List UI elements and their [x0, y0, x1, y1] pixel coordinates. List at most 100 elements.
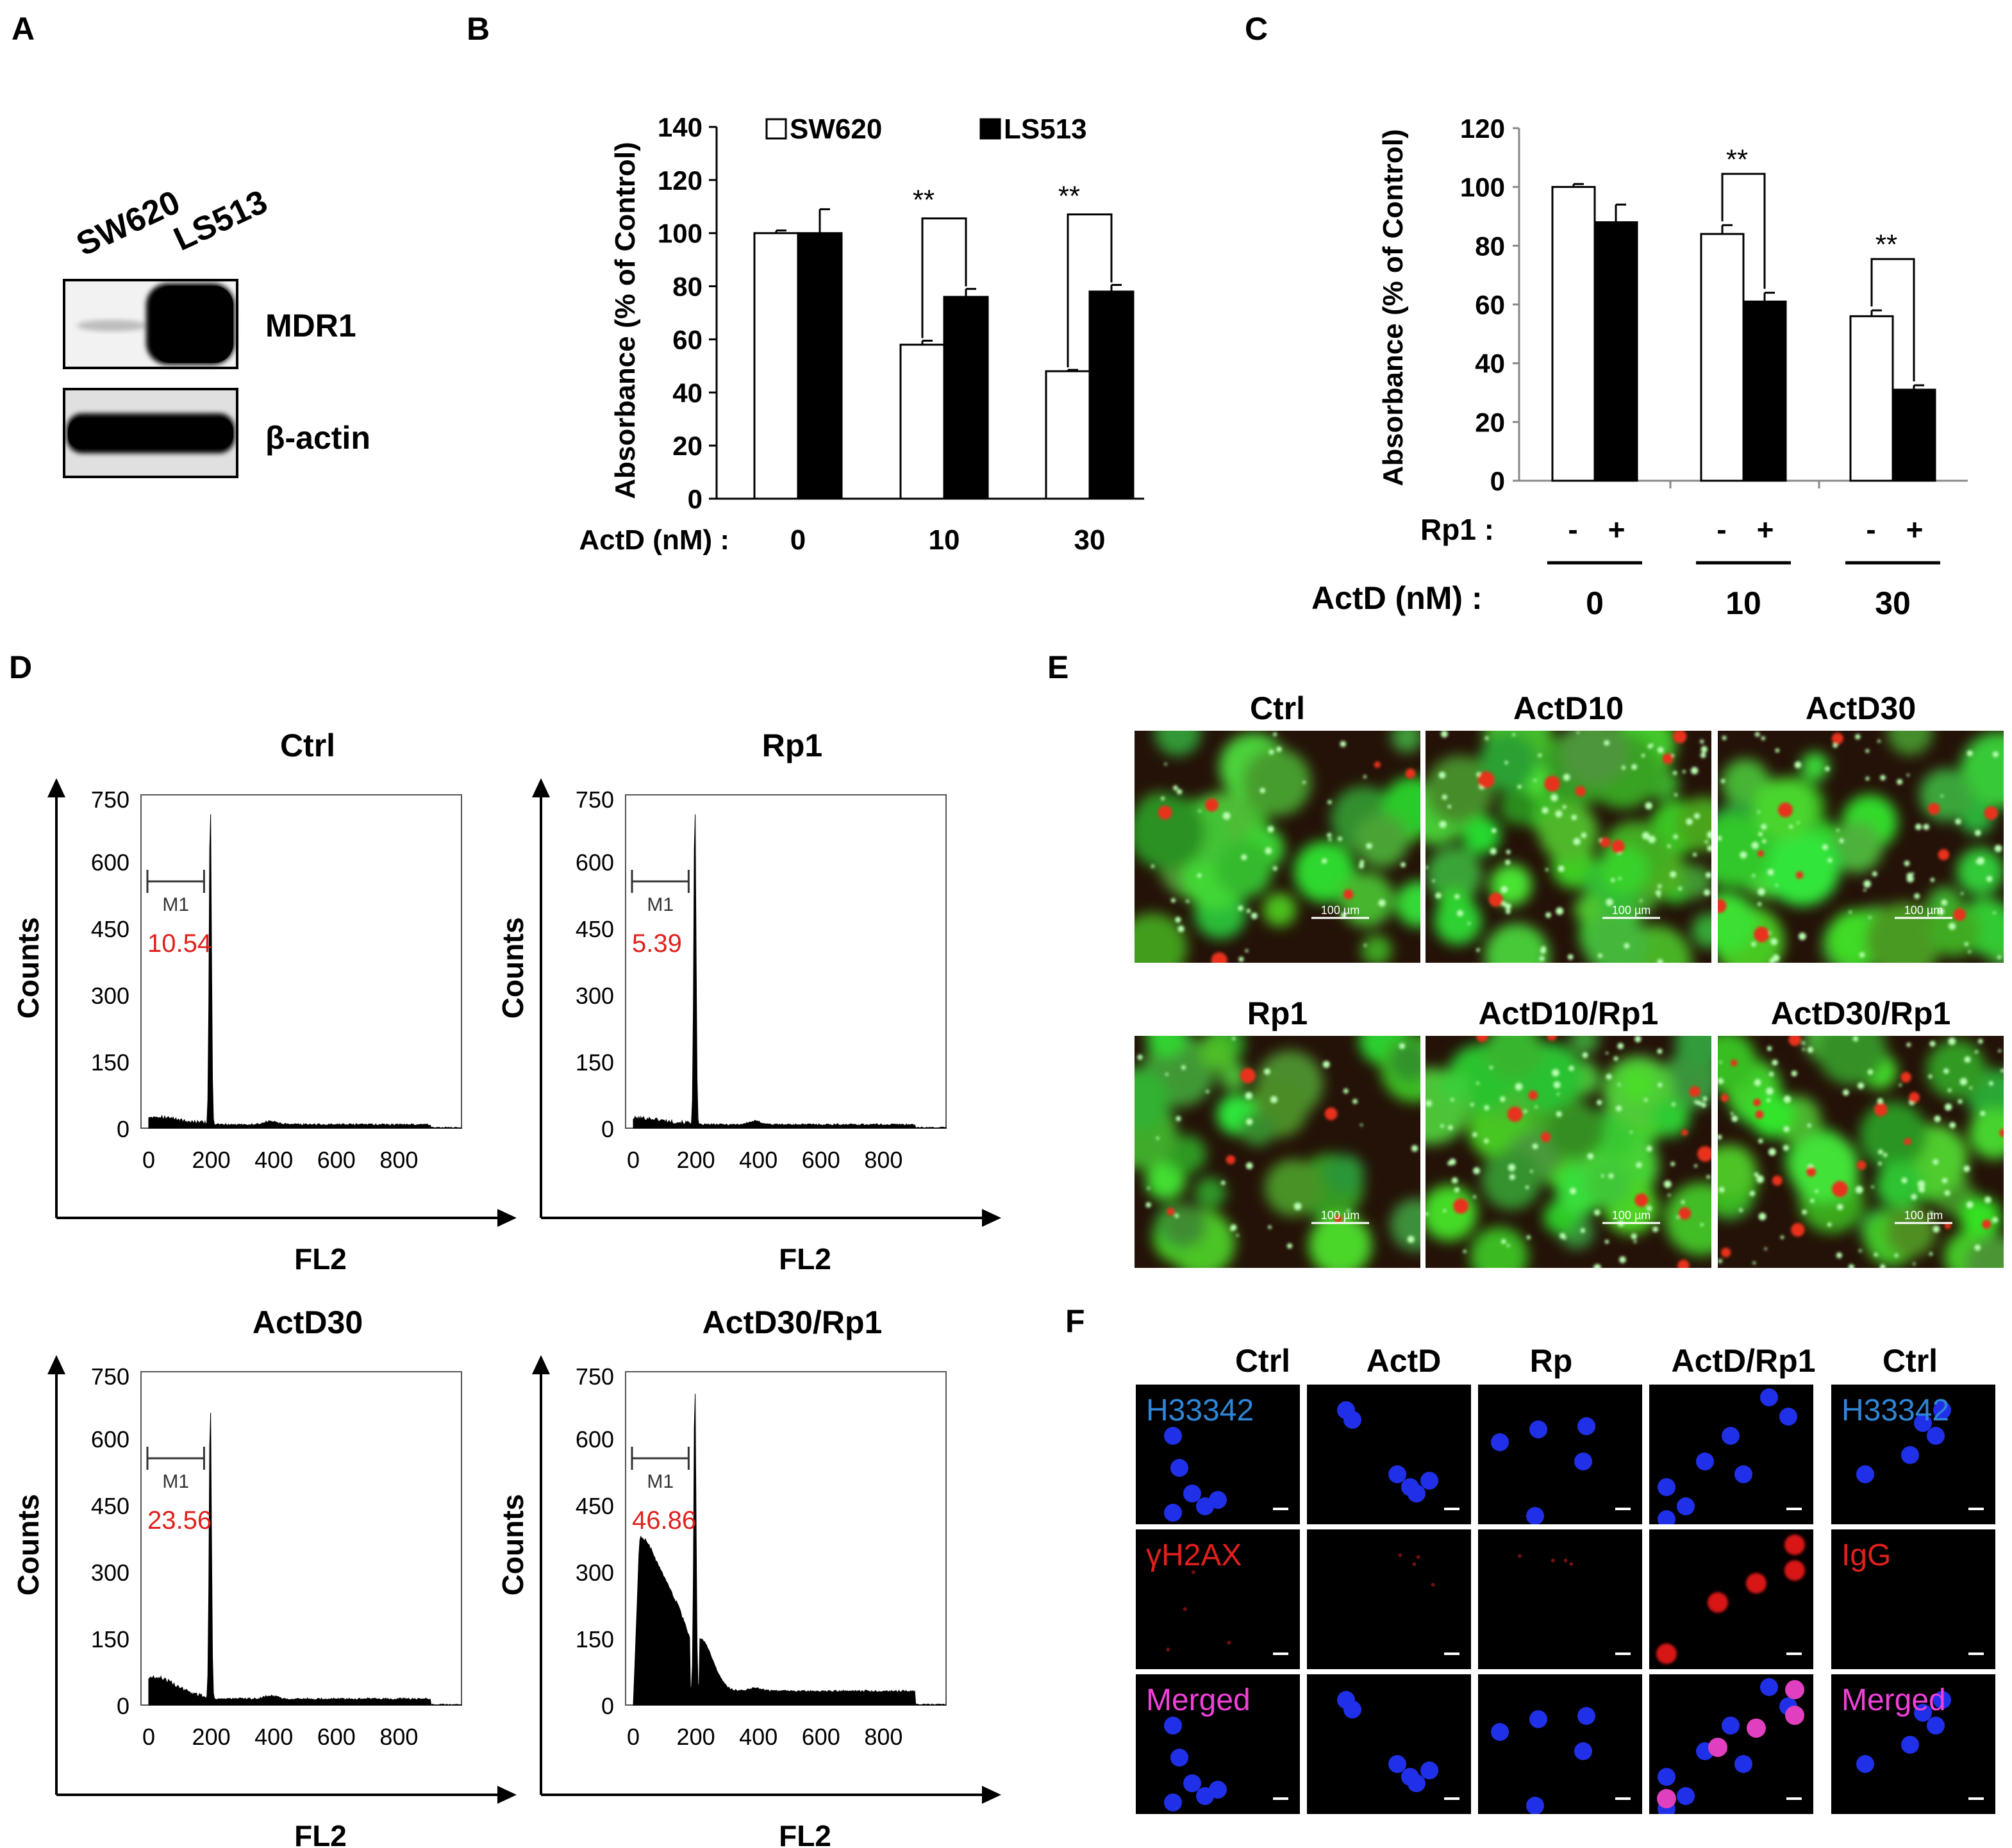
b-y-ticks: 0 20 40 60 80 100 120 140: [658, 112, 717, 514]
e-cell-field: [1135, 1036, 1420, 1268]
b-sig-stars: **: [913, 185, 935, 216]
b-sig-bracket: [921, 217, 967, 338]
d-xtick-label: 800: [379, 1147, 418, 1173]
f-tile-background: [1136, 1529, 1300, 1669]
f-tile-background: [1649, 1385, 1813, 1524]
f-tile-background: [1649, 1529, 1813, 1669]
f-stain-label: Merged: [1842, 1683, 1946, 1717]
b-bars: [753, 208, 1135, 500]
panel-f-immunofluorescence: Ctrl ActD Rp ActD/Rp1 Ctrl H33342 H33342 γH2AX I…: [1136, 1343, 1995, 1814]
panel-d-histograms: Ctrl Counts FL2 0 150 300 450 600 750 0 200 400 600 8…: [12, 728, 1001, 1848]
c-bars: [1551, 183, 1936, 482]
f-tile-r2-c1: γH2AX: [1136, 1529, 1300, 1669]
f-tile-background: [1478, 1385, 1642, 1524]
e-image-5: ActD10/Rp1 100 µm: [1426, 995, 1711, 1268]
b-legend-swatch-sw620: [765, 118, 787, 140]
f-tile-r3-c5: Merged: [1831, 1674, 1995, 1814]
panel-letter-f: F: [1065, 1303, 1085, 1339]
d-xtick-label: 400: [739, 1724, 777, 1750]
band-mdr1-ls513: [146, 283, 235, 365]
f-column-title: ActD: [1367, 1343, 1442, 1379]
d-ytick-label: 300: [91, 983, 129, 1009]
d-xtick-label: 600: [802, 1147, 840, 1173]
e-cell-field: [1718, 731, 2004, 963]
e-image-1: Ctrl 100 µm: [1135, 690, 1420, 963]
panel-letter-d: D: [9, 649, 32, 685]
histogram-4: ActD30/Rp1 Counts FL2 0 150 300 450 600 750 0 200 4…: [496, 1304, 1001, 1848]
b-bar-sw620: [753, 232, 799, 500]
f-stain-label: H33342: [1146, 1394, 1254, 1428]
d-xtick-label: 600: [317, 1147, 356, 1173]
f-tile-background: [1478, 1529, 1642, 1669]
d-plot-title: Rp1: [762, 728, 822, 763]
f-stain-label: Merged: [1146, 1683, 1251, 1717]
d-arrowhead-right: [497, 1209, 517, 1227]
f-tile-r3-c3: [1478, 1674, 1642, 1814]
b-ytick-label: 20: [672, 431, 703, 461]
c-bar-plus: [1742, 300, 1787, 482]
d-ytick-label: 300: [576, 1560, 614, 1586]
panel-letter-c: C: [1245, 11, 1268, 47]
d-ytick-label: 450: [91, 916, 129, 942]
d-arrowhead-right: [982, 1209, 1001, 1227]
d-ytick-label: 150: [91, 1626, 129, 1652]
d-ytick-label: 600: [576, 1426, 614, 1453]
c-bar-plus: [1593, 221, 1638, 482]
d-arrowhead-up: [47, 1355, 65, 1374]
f-tile-r1-c1: H33342: [1136, 1385, 1300, 1524]
histogram-3: ActD30 Counts FL2 0 150 300 450 600 750 0 200 400 60…: [12, 1304, 517, 1848]
f-tile-r2-c4: [1649, 1529, 1813, 1669]
c-ytick-label: 100: [1460, 172, 1505, 203]
b-ytick-label: 0: [688, 484, 703, 514]
d-xtick-label: 0: [142, 1724, 155, 1750]
d-xtick-label: 800: [379, 1724, 418, 1750]
band-mdr1-sw620: [77, 320, 147, 331]
f-nuclei: [1166, 1570, 1231, 1652]
f-tile-r1-c2: [1307, 1385, 1471, 1524]
c-rp1-sign: +: [1608, 513, 1625, 546]
b-bar-ls513: [943, 296, 989, 500]
f-nuclei: [1657, 1678, 1804, 1814]
b-ytick-label: 140: [658, 112, 703, 142]
b-ytick-label: 60: [672, 324, 703, 354]
c-ylabel: Absorbance (% of Control): [1377, 129, 1409, 486]
b-bar-sw620: [899, 344, 945, 500]
d-plot-frame: [625, 794, 947, 1129]
f-tile-r1-c4: [1649, 1385, 1813, 1524]
d-plot-frame: [140, 794, 462, 1129]
d-ytick-label: 750: [91, 1363, 129, 1390]
d-ytick-label: 0: [601, 1693, 614, 1719]
panel-letter-e: E: [1047, 649, 1068, 685]
f-tile-r1-c3: [1478, 1385, 1642, 1524]
f-nuclei: [1518, 1554, 1574, 1567]
c-rp1-sign: +: [1757, 513, 1774, 546]
f-column-title: Ctrl: [1883, 1343, 1938, 1379]
f-tile-background: [1307, 1674, 1471, 1814]
d-ytick-label: 150: [91, 1049, 129, 1076]
d-ylabel: Counts: [12, 917, 45, 1019]
c-rp1-sign: +: [1906, 513, 1924, 546]
b-ytick-label: 40: [672, 378, 703, 408]
b-sig-stars: **: [1058, 181, 1080, 212]
e-image-title: Ctrl: [1250, 690, 1305, 726]
f-tile-r1-c5: H33342: [1831, 1385, 1995, 1524]
d-ytick-label: 0: [117, 1693, 129, 1719]
f-nuclei: [1856, 1691, 1951, 1773]
d-ytick-label: 750: [91, 787, 129, 813]
f-nuclei: [1658, 1388, 1797, 1524]
f-column-title: ActD/Rp1: [1671, 1343, 1815, 1379]
f-tile-r2-c3: [1478, 1529, 1642, 1669]
band-label-mdr1: MDR1: [265, 308, 356, 344]
f-stain-label: H33342: [1842, 1394, 1949, 1428]
d-ytick-label: 600: [576, 849, 614, 876]
e-cell-field: [1426, 731, 1711, 963]
f-tile-r3-c1: Merged: [1136, 1674, 1300, 1814]
band-beta-actin: [67, 413, 235, 453]
e-image-3: ActD30 100 µm: [1718, 690, 2004, 963]
f-tile-r3-c2: [1307, 1674, 1471, 1814]
b-ytick-label: 100: [658, 219, 703, 249]
b-category-labels: 0 10 30: [790, 524, 1106, 556]
d-histogram-trace: [148, 814, 463, 1129]
b-legend: SW620 LS513: [765, 113, 1087, 145]
